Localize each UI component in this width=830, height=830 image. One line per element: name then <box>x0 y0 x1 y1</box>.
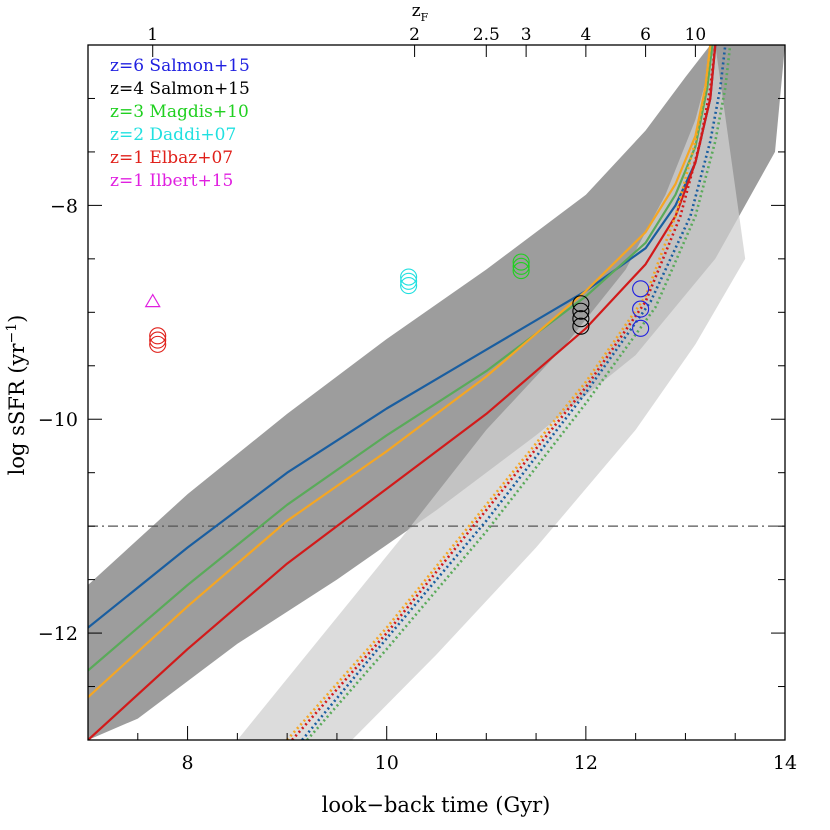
obs-circle-3-3 <box>572 317 590 335</box>
obs-circle-3-2 <box>572 310 590 328</box>
x-axis-label: look−back time (Gyr) <box>322 793 551 817</box>
legend: z=6 Salmon+15 z=4 Salmon+15 z=3 Magdis+10 z… <box>110 56 250 191</box>
curve-dotted-4 <box>291 45 717 740</box>
obs-circle-3-1 <box>572 302 590 320</box>
model-curves <box>88 45 732 740</box>
legend-entry: z=2 Daddi+07 <box>110 125 236 145</box>
uncertainty-bands <box>88 45 785 740</box>
obs-circle-0-2 <box>149 335 167 353</box>
obs-triangle <box>144 293 161 308</box>
obs-circle-2-1 <box>512 257 530 275</box>
obs-circle-4-2 <box>632 319 650 337</box>
obs-circle-1-1 <box>400 272 418 290</box>
y-tick-label: −8 <box>50 195 78 217</box>
legend-entry: z=3 Magdis+10 <box>110 102 249 122</box>
x-tick-label: 12 <box>574 752 598 774</box>
obs-circle-1-0 <box>400 268 418 286</box>
y-axis-label: log sSFR (yr−1) <box>4 315 29 476</box>
band-light <box>237 45 746 740</box>
obs-circle-2-0 <box>512 253 530 271</box>
curve-dotted-5 <box>286 45 712 740</box>
x-tick-label: 10 <box>375 752 399 774</box>
curve-dotted-7 <box>301 45 727 740</box>
obs-circle-0-1 <box>149 331 167 349</box>
y-tick-label: −12 <box>38 623 78 645</box>
obs-circle-0-0 <box>149 327 167 345</box>
obs-circle-4-1 <box>632 300 650 318</box>
top-tick-label: 1 <box>147 25 158 45</box>
top-tick-label: 2.5 <box>473 25 500 45</box>
top-tick-label: 4 <box>580 25 591 45</box>
legend-entry: z=1 Elbaz+07 <box>110 148 233 168</box>
y-tick-label: −10 <box>38 409 78 431</box>
legend-entry: z=4 Salmon+15 <box>110 79 250 99</box>
top-tick-label: 2 <box>409 25 420 45</box>
obs-circle-1-2 <box>400 277 418 295</box>
legend-entry: z=6 Salmon+15 <box>110 56 250 76</box>
top-tick-label: 6 <box>640 25 651 45</box>
top-axis-label: zF <box>412 1 429 24</box>
legend-entry: z=1 Ilbert+15 <box>110 171 233 191</box>
band-dark <box>88 45 785 740</box>
x-tick-label: 8 <box>182 752 194 774</box>
top-tick-label: 3 <box>521 25 532 45</box>
observation-markers <box>144 253 650 353</box>
obs-circle-3-0 <box>572 295 590 313</box>
curve-solid-1 <box>88 45 714 672</box>
curve-solid-3 <box>88 45 717 740</box>
obs-circle-4-0 <box>632 280 650 298</box>
axis-ticks: 8 10 12 14−8−10−121 2 2.5 3 4 6 10 <box>38 25 797 774</box>
curve-dotted-6 <box>306 45 732 740</box>
x-tick-label: 14 <box>773 752 797 774</box>
obs-circle-2-2 <box>512 262 530 280</box>
top-tick-label: 10 <box>685 25 707 45</box>
